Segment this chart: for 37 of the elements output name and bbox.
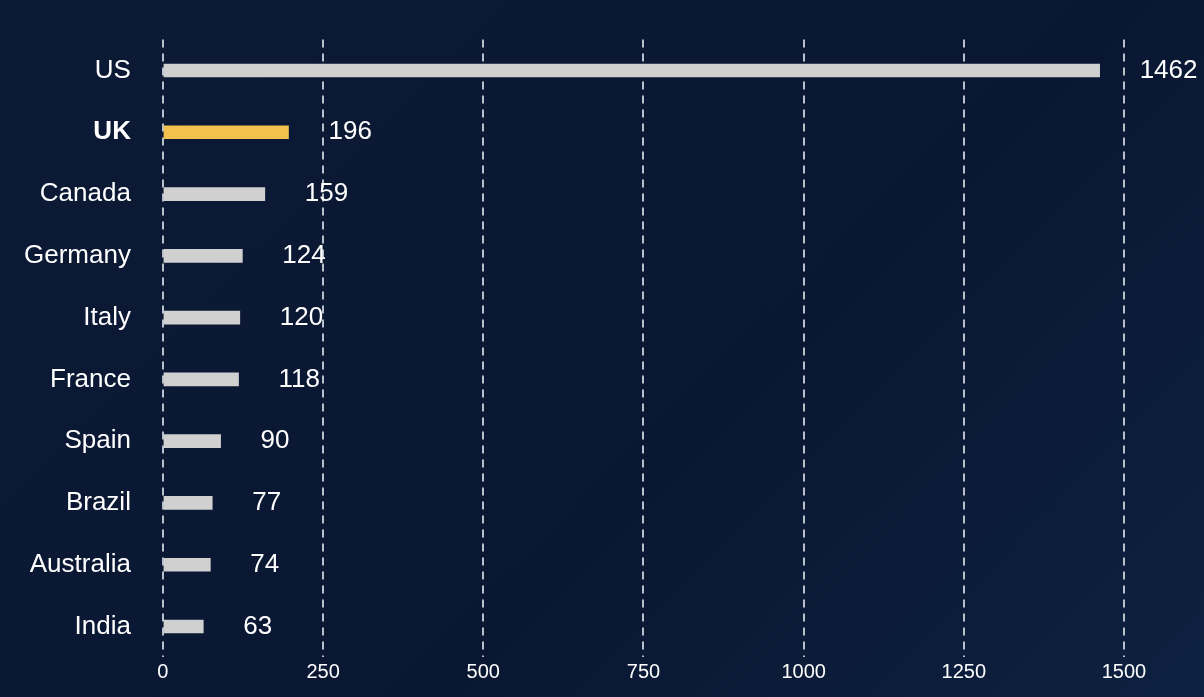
y-tick-label: UK — [93, 115, 132, 146]
bar — [163, 63, 1100, 78]
x-tick-label: 1000 — [781, 659, 826, 682]
x-tick-label: 750 — [626, 659, 661, 682]
data-label: 124 — [282, 239, 326, 269]
data-label: 118 — [278, 362, 320, 393]
y-tick-label: Australia — [29, 547, 132, 578]
y-tick-label: Brazil — [65, 486, 131, 517]
y-tick-label: India — [74, 609, 132, 640]
bar — [163, 249, 243, 263]
x-tick-label: 1500 — [1101, 659, 1147, 682]
data-label: 196 — [328, 115, 372, 146]
bar — [163, 434, 221, 448]
bar — [163, 496, 213, 510]
y-tick-label: US — [94, 53, 131, 84]
bar — [163, 557, 211, 572]
data-label: 159 — [304, 177, 349, 208]
data-label: 90 — [260, 424, 290, 455]
bar — [163, 310, 241, 325]
bar — [163, 187, 266, 201]
y-tick-label: Italy — [83, 300, 131, 331]
y-tick-label: France — [50, 362, 131, 393]
data-label: 74 — [250, 547, 280, 578]
bar — [163, 125, 289, 140]
x-tick-label: 0 — [157, 659, 169, 682]
x-tick-label: 500 — [466, 659, 500, 682]
y-tick-label: Canada — [39, 177, 132, 208]
data-label: 120 — [279, 300, 324, 331]
data-label: 77 — [252, 486, 282, 517]
data-label: 63 — [243, 609, 273, 640]
bar — [163, 619, 204, 634]
y-tick-label: Germany — [24, 239, 131, 269]
x-tick-label: 1250 — [941, 659, 987, 682]
data-label: 1462 — [1139, 53, 1198, 84]
x-tick-label: 250 — [306, 659, 340, 682]
bar — [163, 372, 239, 387]
y-tick-label: Spain — [64, 424, 131, 455]
